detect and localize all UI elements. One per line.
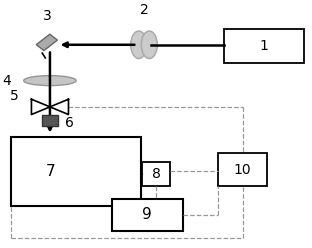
Bar: [112, 199, 183, 231]
Text: 2: 2: [140, 3, 149, 17]
Text: 4: 4: [2, 74, 11, 88]
Text: 7: 7: [46, 164, 55, 179]
Bar: [12, 137, 141, 206]
Ellipse shape: [131, 31, 147, 59]
Bar: [41, 115, 58, 126]
Bar: [143, 162, 170, 186]
Text: 3: 3: [42, 9, 51, 23]
Polygon shape: [36, 34, 57, 51]
Ellipse shape: [24, 76, 76, 86]
Text: 10: 10: [234, 163, 251, 177]
Text: 6: 6: [65, 116, 74, 130]
Text: 5: 5: [10, 89, 19, 103]
Text: 1: 1: [260, 39, 269, 53]
Text: 9: 9: [142, 208, 152, 222]
Ellipse shape: [141, 31, 157, 59]
Bar: [218, 154, 267, 186]
Text: 8: 8: [152, 167, 161, 181]
Bar: [224, 29, 305, 63]
